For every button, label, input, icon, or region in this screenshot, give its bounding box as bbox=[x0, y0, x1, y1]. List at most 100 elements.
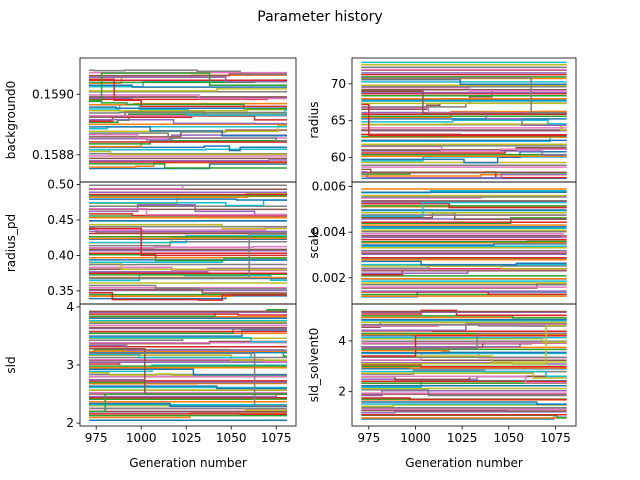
series-line bbox=[89, 295, 287, 300]
series-lines bbox=[89, 309, 287, 421]
y-axis-label: radius_pd bbox=[4, 214, 18, 272]
series-line bbox=[89, 273, 287, 276]
series-lines bbox=[361, 188, 567, 298]
x-tick-label: 1000 bbox=[126, 431, 157, 445]
series-line bbox=[361, 404, 567, 408]
series-lines bbox=[89, 69, 287, 170]
series-line bbox=[89, 78, 287, 108]
series-line bbox=[89, 223, 287, 230]
series-line bbox=[89, 393, 287, 413]
panel-radius: 60 65 70 radius bbox=[307, 57, 577, 183]
x-tick-label: 1075 bbox=[261, 431, 292, 445]
series-line bbox=[361, 309, 567, 317]
series-lines bbox=[361, 309, 567, 420]
series-line bbox=[89, 288, 287, 294]
series-line bbox=[89, 159, 287, 162]
series-line bbox=[89, 115, 287, 123]
series-line bbox=[89, 371, 287, 376]
series-line bbox=[89, 94, 287, 100]
series-line bbox=[89, 213, 287, 217]
x-axis-label: Generation number bbox=[129, 456, 247, 470]
x-axis-label: Generation number bbox=[405, 456, 523, 470]
series-line bbox=[89, 245, 287, 249]
series-line bbox=[361, 324, 567, 365]
series-line bbox=[361, 243, 567, 246]
series-line bbox=[361, 78, 567, 85]
series-line bbox=[361, 87, 567, 92]
y-tick-label: 0.50 bbox=[47, 177, 74, 191]
y-tick-label: 0.1588 bbox=[32, 148, 74, 162]
series-line bbox=[361, 324, 567, 327]
y-tick-label: 3 bbox=[66, 358, 74, 372]
series-line bbox=[361, 217, 567, 225]
series-line bbox=[361, 411, 567, 414]
series-line bbox=[89, 88, 287, 92]
series-line bbox=[89, 163, 287, 170]
series-line bbox=[361, 119, 567, 125]
series-line bbox=[361, 260, 567, 266]
series-line bbox=[361, 90, 567, 115]
series-line bbox=[361, 201, 567, 217]
series-line bbox=[361, 370, 567, 377]
series-line bbox=[89, 150, 287, 156]
series-line bbox=[361, 332, 567, 350]
series-line bbox=[89, 284, 287, 290]
series-line bbox=[89, 227, 287, 257]
y-tick-label: 0.1590 bbox=[32, 87, 74, 101]
series-line bbox=[89, 111, 287, 114]
x-tick-label: 1050 bbox=[494, 431, 525, 445]
y-axis-label: radius bbox=[307, 101, 321, 138]
series-line bbox=[89, 240, 287, 247]
series-line bbox=[89, 336, 287, 343]
y-tick-label: 65 bbox=[331, 114, 346, 128]
series-line bbox=[361, 364, 567, 368]
series-line bbox=[89, 125, 287, 130]
series-line bbox=[89, 291, 287, 301]
series-line bbox=[89, 132, 287, 142]
series-line bbox=[89, 368, 287, 376]
series-line bbox=[89, 108, 287, 112]
series-line bbox=[361, 366, 567, 369]
x-tick-label: 1025 bbox=[447, 431, 478, 445]
series-line bbox=[89, 72, 287, 102]
y-tick-label: 0.40 bbox=[47, 248, 74, 262]
panel-background0: 0.1588 0.1590 background0 bbox=[4, 57, 297, 183]
y-axis-label: background0 bbox=[4, 81, 18, 160]
figure-title: Parameter history bbox=[257, 9, 382, 25]
x-tick-label: 1025 bbox=[171, 431, 202, 445]
series-line bbox=[361, 77, 567, 114]
panel-scale: 0.002 0.004 0.006 scale bbox=[307, 180, 577, 305]
series-line bbox=[89, 148, 287, 151]
series-line bbox=[89, 69, 287, 76]
series-lines bbox=[89, 184, 287, 301]
axes-frame bbox=[351, 303, 577, 427]
series-line bbox=[89, 145, 287, 152]
series-line bbox=[89, 313, 287, 316]
panel-sld_solvent0: 2 4 975 1000 1025 1050 1075 sld_solvent0 Generat… bbox=[307, 303, 577, 470]
panel-radius_pd: 0.35 0.40 0.45 0.50 radius_pd bbox=[4, 177, 297, 305]
series-line bbox=[89, 76, 287, 83]
series-line bbox=[361, 203, 567, 209]
series-line bbox=[361, 150, 567, 164]
series-line bbox=[89, 344, 287, 351]
series-line bbox=[361, 171, 567, 179]
series-line bbox=[89, 402, 287, 407]
series-line bbox=[361, 335, 567, 357]
series-line bbox=[89, 207, 287, 216]
series-line bbox=[361, 291, 567, 296]
x-tick-label: 1075 bbox=[540, 431, 571, 445]
y-tick-label: 2 bbox=[338, 385, 346, 399]
series-line bbox=[361, 338, 567, 344]
series-line bbox=[89, 134, 287, 141]
series-line bbox=[361, 283, 567, 289]
series-line bbox=[89, 100, 287, 110]
y-tick-label: 4 bbox=[66, 300, 74, 314]
series-line bbox=[89, 198, 287, 201]
y-tick-label: 2 bbox=[66, 416, 74, 430]
y-tick-label: 60 bbox=[331, 151, 346, 165]
y-axis-label: sld bbox=[4, 356, 18, 373]
series-line bbox=[361, 324, 567, 327]
series-line bbox=[361, 323, 567, 331]
series-line bbox=[361, 103, 567, 137]
